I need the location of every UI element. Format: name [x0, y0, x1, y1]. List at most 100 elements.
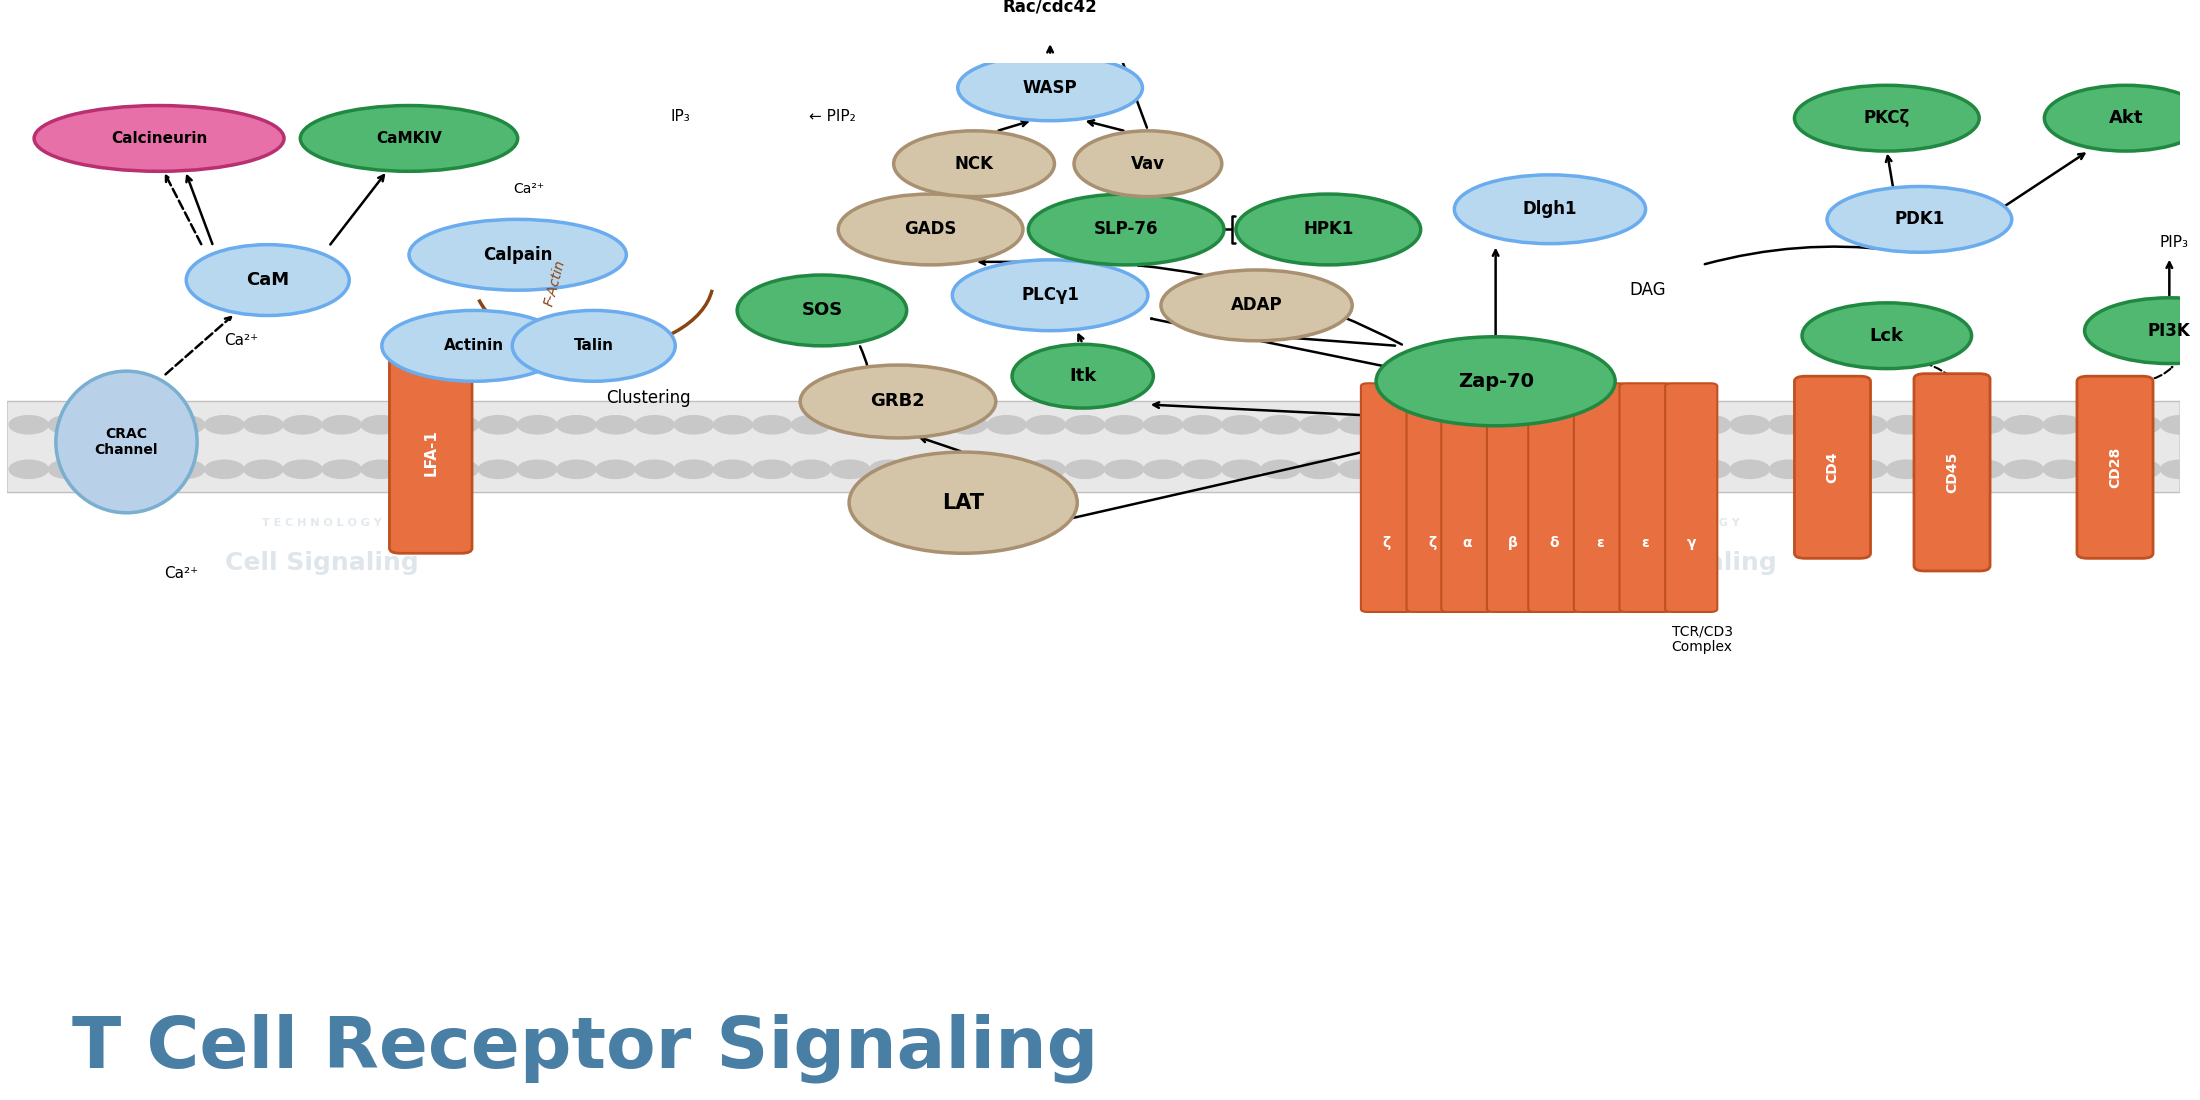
Circle shape [125, 460, 165, 478]
Text: Calcineurin: Calcineurin [110, 131, 207, 146]
Circle shape [1496, 460, 1536, 478]
Circle shape [244, 416, 284, 433]
Text: NCK: NCK [955, 155, 994, 173]
Circle shape [2044, 460, 2083, 478]
Text: Ca²⁺: Ca²⁺ [163, 566, 198, 581]
Circle shape [1808, 416, 1848, 433]
Ellipse shape [838, 194, 1023, 265]
Circle shape [673, 416, 713, 433]
FancyArrowPatch shape [1892, 362, 1947, 375]
Text: T E C H N O L O G Y: T E C H N O L O G Y [262, 518, 383, 528]
Text: F-Actin: F-Actin [541, 258, 568, 308]
Circle shape [321, 416, 361, 433]
Text: Cell Signaling: Cell Signaling [224, 551, 418, 575]
Ellipse shape [893, 131, 1054, 197]
Text: WASP: WASP [1023, 79, 1078, 97]
FancyBboxPatch shape [389, 351, 473, 553]
Circle shape [165, 416, 205, 433]
Ellipse shape [1795, 86, 1980, 151]
Circle shape [1261, 460, 1300, 478]
Circle shape [832, 460, 869, 478]
FancyBboxPatch shape [7, 402, 2180, 493]
Circle shape [673, 460, 713, 478]
FancyArrowPatch shape [1118, 47, 1146, 128]
Circle shape [1692, 416, 1731, 433]
Circle shape [1456, 460, 1496, 478]
Text: β: β [1507, 536, 1518, 550]
Ellipse shape [933, 0, 1168, 42]
Circle shape [869, 416, 909, 433]
Text: Zap-70: Zap-70 [1459, 372, 1533, 390]
Circle shape [2004, 416, 2044, 433]
Circle shape [988, 460, 1025, 478]
Ellipse shape [1162, 270, 1353, 341]
Text: Clustering: Clustering [605, 389, 691, 407]
Circle shape [713, 416, 752, 433]
Circle shape [909, 460, 948, 478]
FancyBboxPatch shape [1573, 383, 1626, 612]
Circle shape [948, 460, 988, 478]
Circle shape [596, 460, 636, 478]
Circle shape [9, 416, 48, 433]
Circle shape [948, 416, 988, 433]
Circle shape [792, 460, 832, 478]
FancyBboxPatch shape [1665, 383, 1718, 612]
Text: Lck: Lck [1870, 327, 1903, 344]
Text: PI3K: PI3K [2147, 321, 2191, 340]
Ellipse shape [1012, 344, 1153, 408]
Circle shape [1417, 416, 1456, 433]
Circle shape [713, 460, 752, 478]
Text: CRAC
Channel: CRAC Channel [95, 427, 158, 458]
Circle shape [1184, 460, 1221, 478]
Text: CD28: CD28 [2108, 447, 2123, 488]
Circle shape [1300, 460, 1340, 478]
Circle shape [88, 460, 125, 478]
Circle shape [1731, 416, 1769, 433]
Circle shape [1184, 416, 1221, 433]
Text: CaM: CaM [246, 271, 288, 289]
Text: Ca²⁺: Ca²⁺ [513, 182, 543, 196]
Circle shape [869, 460, 909, 478]
FancyArrowPatch shape [860, 346, 871, 431]
Text: PDK1: PDK1 [1894, 210, 1945, 229]
FancyBboxPatch shape [1795, 376, 1870, 559]
Ellipse shape [957, 55, 1142, 121]
Circle shape [1065, 416, 1104, 433]
Circle shape [1536, 460, 1573, 478]
Text: CD4: CD4 [1826, 451, 1839, 483]
Circle shape [1065, 460, 1104, 478]
Text: PIP₃: PIP₃ [2158, 235, 2189, 250]
FancyBboxPatch shape [1441, 383, 1494, 612]
Circle shape [205, 416, 244, 433]
Text: IP₃: IP₃ [671, 109, 691, 123]
Ellipse shape [2044, 86, 2200, 151]
Circle shape [517, 460, 557, 478]
Circle shape [400, 416, 440, 433]
Circle shape [440, 460, 480, 478]
Circle shape [1221, 460, 1261, 478]
Text: ζ: ζ [1384, 536, 1390, 550]
Text: Itk: Itk [1069, 367, 1096, 385]
Circle shape [1613, 460, 1652, 478]
Circle shape [125, 416, 165, 433]
Ellipse shape [1375, 337, 1615, 426]
Text: CD45: CD45 [1945, 452, 1958, 493]
Circle shape [1261, 416, 1300, 433]
Circle shape [517, 416, 557, 433]
Circle shape [440, 416, 480, 433]
Circle shape [636, 460, 673, 478]
Circle shape [165, 460, 205, 478]
Text: CaMKIV: CaMKIV [376, 131, 442, 146]
Circle shape [1377, 416, 1417, 433]
Ellipse shape [35, 106, 284, 172]
Text: Actinin: Actinin [444, 339, 504, 353]
FancyArrowPatch shape [1137, 265, 1401, 344]
Circle shape [1573, 416, 1613, 433]
Text: GADS: GADS [904, 220, 957, 239]
Ellipse shape [1027, 194, 1223, 265]
Circle shape [1104, 416, 1144, 433]
Circle shape [1144, 416, 1184, 433]
Text: SOS: SOS [801, 301, 843, 319]
Circle shape [1300, 416, 1340, 433]
Circle shape [596, 416, 636, 433]
